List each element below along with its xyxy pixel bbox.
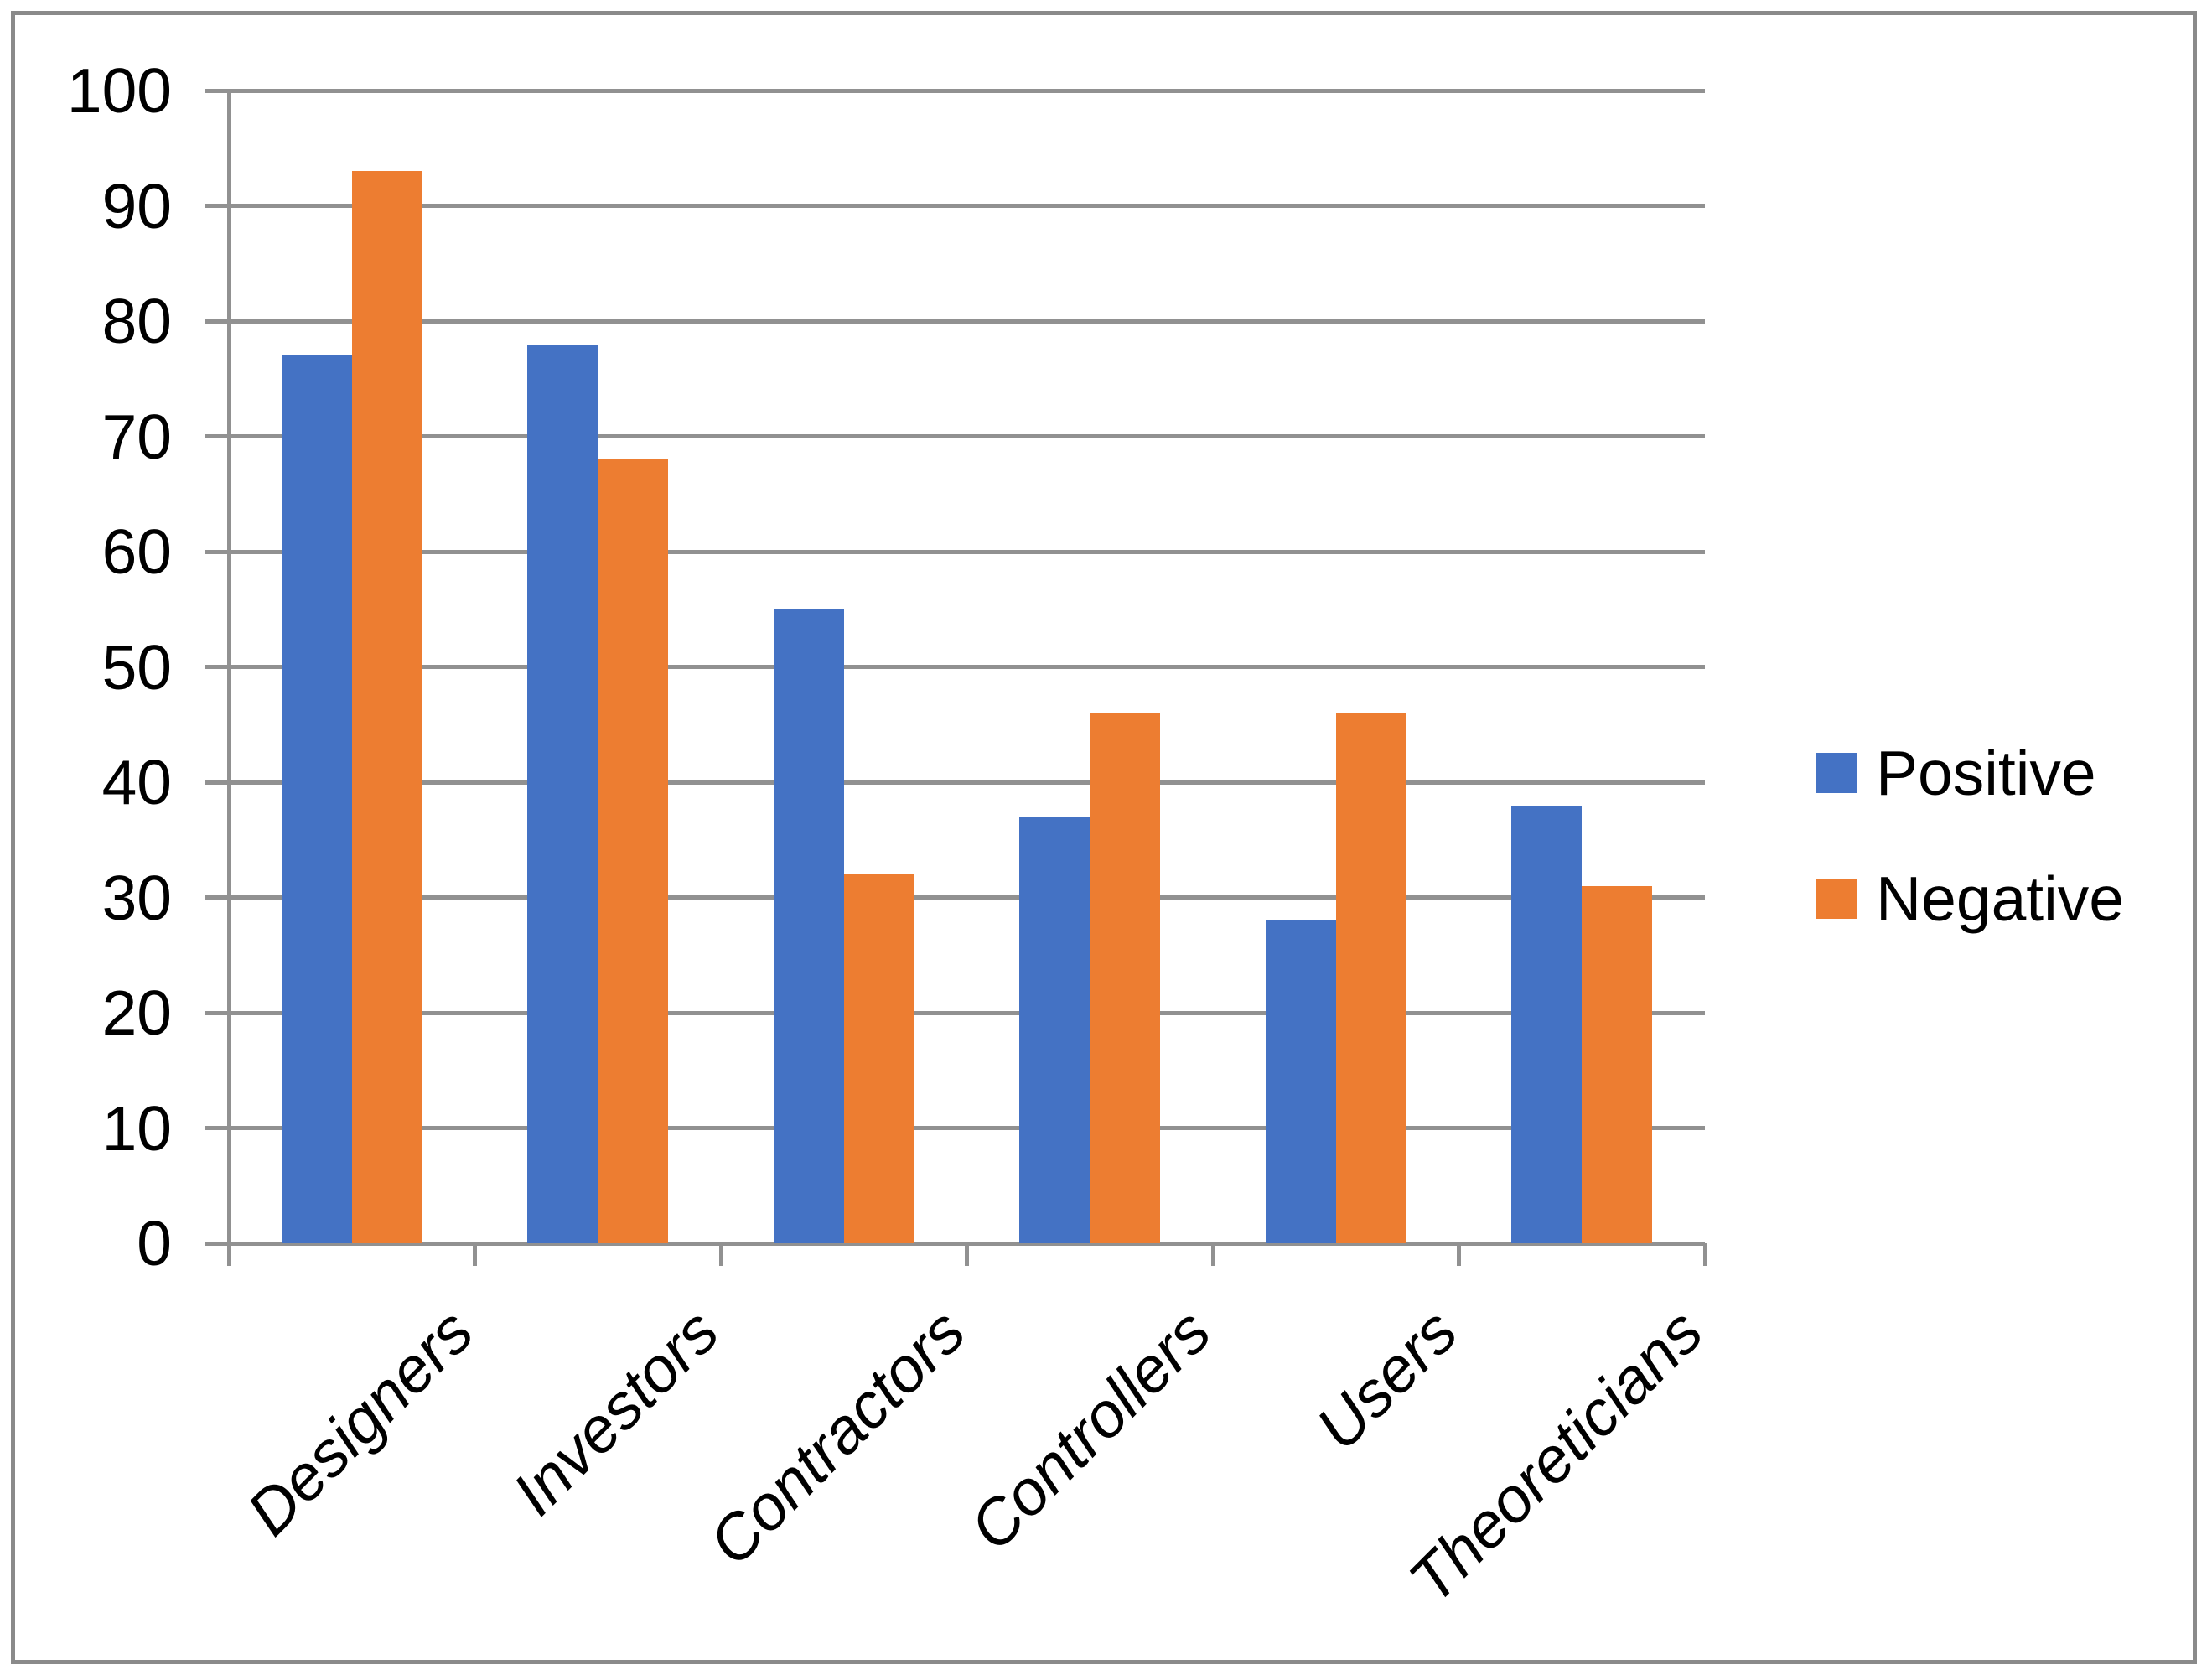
legend-label: Positive [1876, 738, 2096, 808]
y-axis-label: 60 [101, 516, 172, 587]
y-axis-label: 80 [101, 286, 172, 356]
y-axis-line [226, 91, 231, 1266]
y-axis-tick [205, 1010, 229, 1015]
y-axis-label: 10 [101, 1092, 172, 1164]
gridline [229, 780, 1705, 785]
gridline [229, 434, 1705, 438]
x-axis-tick [1457, 1243, 1461, 1266]
gridline [229, 88, 1705, 93]
gridline [229, 549, 1705, 554]
y-axis-label: 20 [101, 978, 172, 1048]
chart-border [11, 11, 2197, 1664]
gridline [229, 895, 1705, 900]
y-axis-label: 90 [101, 170, 172, 241]
legend: Positive Negative [1816, 738, 2125, 1004]
y-axis-tick [205, 434, 229, 438]
x-axis-tick [1702, 1243, 1707, 1266]
x-axis-tick [1210, 1243, 1215, 1266]
x-axis-tick [718, 1243, 723, 1266]
y-axis-tick [205, 1241, 229, 1246]
x-axis-tick [965, 1243, 969, 1266]
gridline [229, 319, 1705, 324]
bar-negative [1582, 885, 1653, 1243]
gridline [229, 665, 1705, 669]
plot-area [229, 88, 1705, 1246]
y-axis-tick [205, 204, 229, 208]
bar-negative [598, 459, 669, 1243]
gridline [229, 1010, 1705, 1015]
y-axis-tick [205, 665, 229, 669]
bar-negative [1090, 713, 1161, 1243]
bar-positive [1511, 805, 1583, 1243]
y-axis-tick [205, 549, 229, 554]
y-axis-label: 50 [101, 631, 172, 703]
y-axis-tick [205, 895, 229, 900]
y-axis-label: 30 [101, 862, 172, 933]
y-axis-label: 70 [101, 401, 172, 472]
legend-swatch-positive [1816, 753, 1857, 793]
legend-item: Negative [1816, 863, 2125, 934]
bar-negative [351, 171, 422, 1243]
gridline [229, 204, 1705, 208]
y-axis-tick [205, 780, 229, 785]
y-axis-label: 100 [66, 55, 172, 126]
y-axis-label: 0 [137, 1208, 172, 1278]
x-axis-tick [226, 1243, 231, 1266]
bar-positive [1019, 817, 1090, 1243]
y-axis-tick [205, 1126, 229, 1130]
y-axis-label: 40 [101, 747, 172, 817]
bar-positive [1265, 920, 1336, 1243]
legend-swatch-negative [1816, 879, 1857, 919]
legend-label: Negative [1876, 863, 2125, 934]
bar-negative [1335, 713, 1406, 1243]
bar-positive [281, 355, 352, 1243]
bar-negative [843, 874, 914, 1243]
gridline [229, 1126, 1705, 1130]
bar-positive [773, 609, 844, 1243]
legend-item: Positive [1816, 738, 2124, 808]
y-axis-tick [205, 88, 229, 93]
bar-positive [527, 344, 598, 1243]
x-axis-tick [473, 1243, 477, 1266]
y-axis-tick [205, 319, 229, 324]
